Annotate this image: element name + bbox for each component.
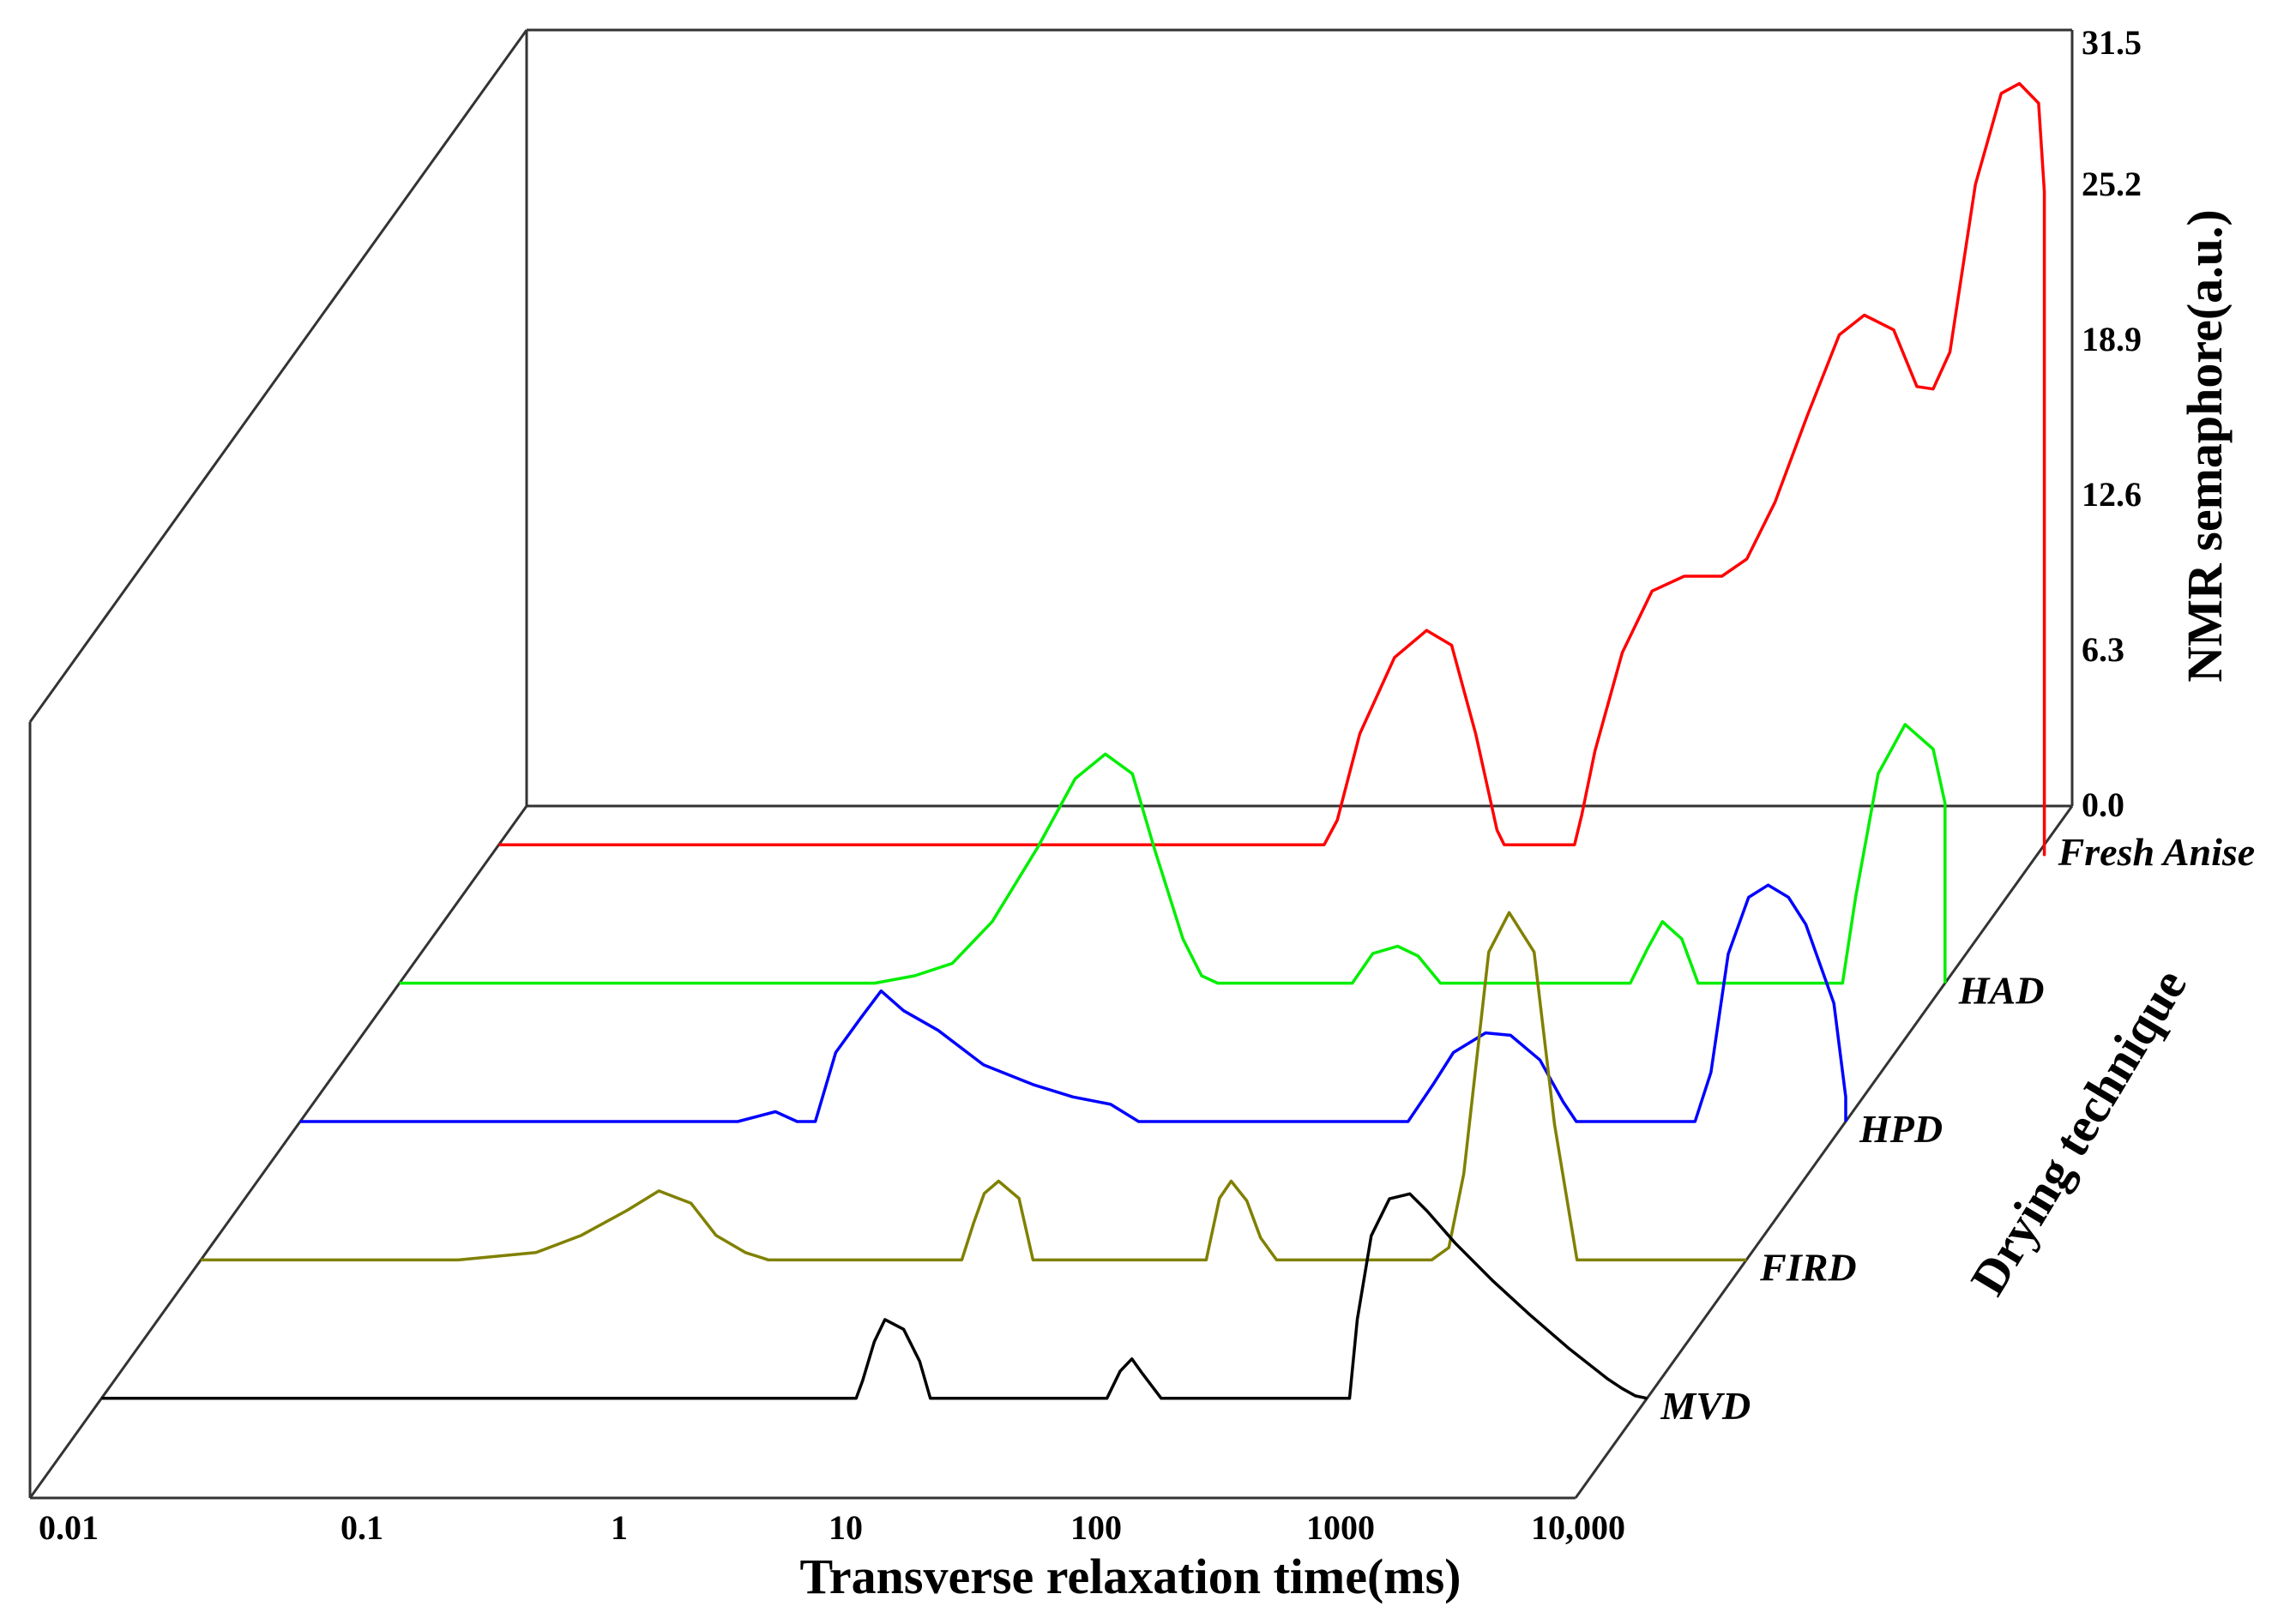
series-labels: Fresh Anise HAD HPD FIRD MVD (1660, 830, 2255, 1428)
y-axis-title: NMR semaphore(a.u.) (2177, 209, 2233, 682)
y-tick-label: 25.2 (2082, 165, 2142, 203)
y-tick-label: 18.9 (2082, 320, 2142, 358)
series-line-had (399, 723, 1947, 985)
x-tick-label: 0.01 (39, 1508, 99, 1547)
x-tick-label: 1000 (1306, 1508, 1375, 1547)
series-label: HPD (1859, 1107, 1943, 1151)
bottom-right-depth-edge (1574, 805, 2074, 1499)
bottom-left-depth-edge (28, 805, 528, 1499)
x-tick-label: 10 (829, 1508, 863, 1547)
top-left-depth-edge (28, 29, 528, 723)
y-tick-label: 12.6 (2082, 475, 2142, 514)
series-label: Fresh Anise (2058, 830, 2256, 874)
series-label: FIRD (1759, 1245, 1856, 1289)
series-line-mvd (101, 1192, 1648, 1400)
x-tick-label: 0.1 (340, 1508, 383, 1547)
series-curves (101, 81, 2046, 1400)
series-line-fird (201, 911, 1747, 1262)
x-axis-ticks: 0.01 0.1 1 10 100 1000 10,000 (39, 1508, 1625, 1547)
chart-frame (28, 28, 2074, 1500)
x-tick-label: 100 (1070, 1508, 1122, 1547)
series-line-hpd (300, 883, 1847, 1123)
y-tick-label: 0.0 (2082, 785, 2124, 824)
y-tick-label: 31.5 (2082, 23, 2142, 62)
x-tick-label: 1 (611, 1508, 628, 1547)
x-axis-title: Transverse relaxation time(ms) (800, 1549, 1461, 1604)
series-label: MVD (1660, 1384, 1751, 1428)
y-axis-ticks: 0.0 6.3 12.6 18.9 25.2 31.5 (2082, 23, 2142, 824)
series-label: HAD (1958, 969, 2045, 1013)
y-tick-label: 6.3 (2082, 630, 2124, 669)
series-line-fresh-anise (498, 81, 2046, 857)
x-tick-label: 10,000 (1531, 1508, 1625, 1547)
